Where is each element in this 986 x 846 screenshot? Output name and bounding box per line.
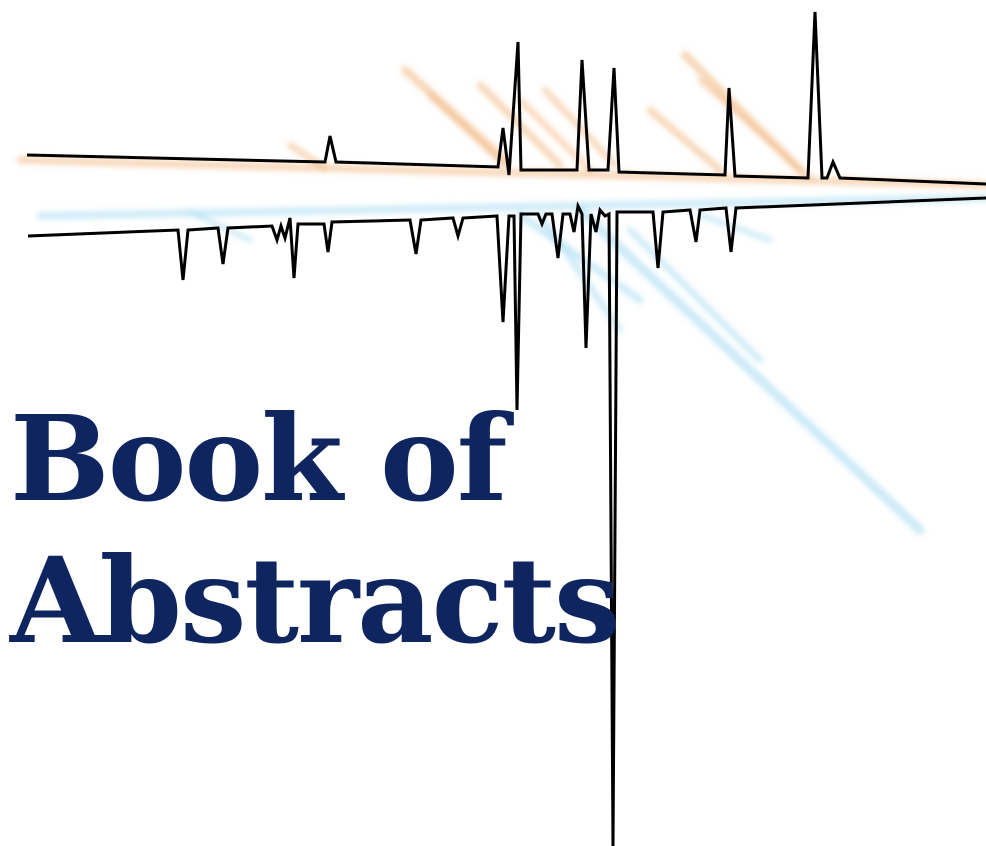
upper-spectrum-trace (26, 11, 986, 186)
title-line-2: Abstracts (10, 531, 620, 670)
blue-glow (36, 194, 986, 535)
title-line-1: Book of (10, 389, 507, 528)
book-of-abstracts-title: Book of Abstracts (10, 388, 620, 672)
orange-glow (16, 51, 986, 189)
lower-spectrum-trace (27, 196, 986, 846)
